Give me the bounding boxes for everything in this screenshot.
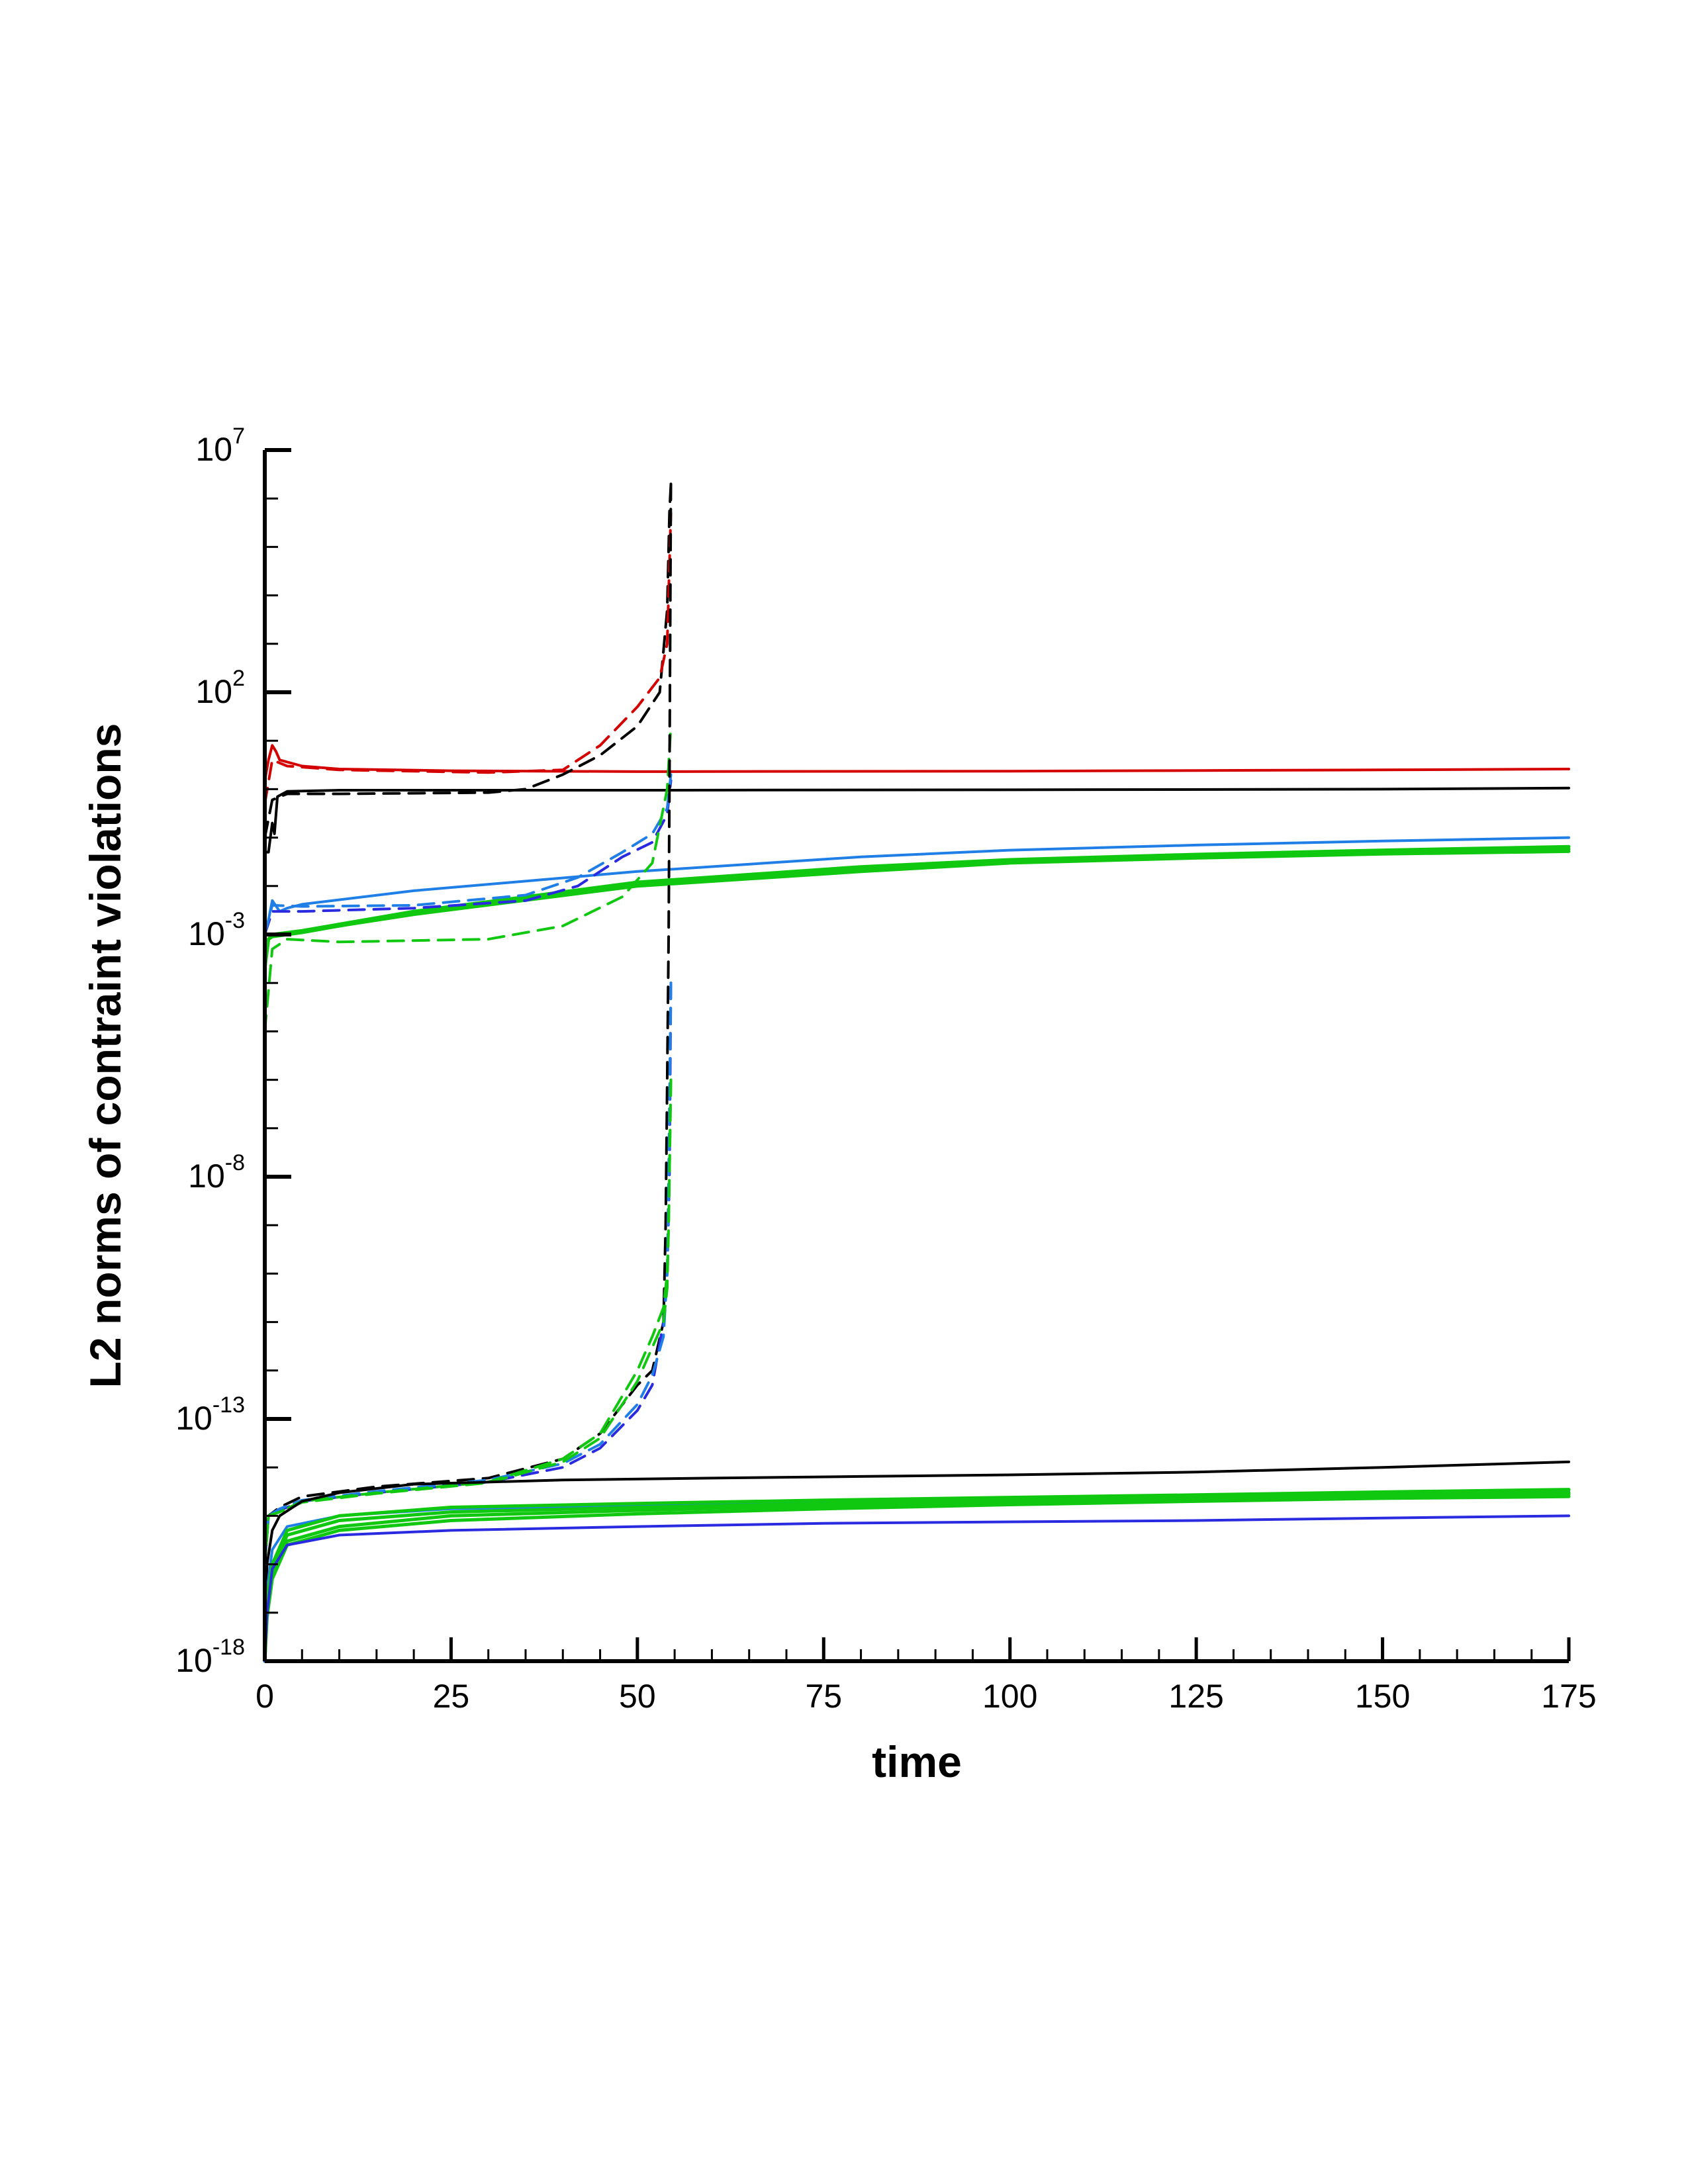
y-ticks: 10-18 10-13 10-8 10-3 102 107 bbox=[175, 424, 291, 1679]
x-tick-label: 50 bbox=[619, 1678, 656, 1715]
x-axis-title: time bbox=[872, 1737, 962, 1786]
series-line-green-dashed-14 bbox=[263, 1078, 673, 1566]
series-line-red-dashed-7 bbox=[263, 512, 673, 805]
series-line-lightblue-dashed-13 bbox=[263, 981, 673, 1566]
axes bbox=[263, 450, 1569, 1663]
y-axis-title: L2 norms of contraint violations bbox=[81, 723, 130, 1388]
series-line-blue-dashed-12 bbox=[263, 981, 673, 1566]
series-line-blue-solid-22 bbox=[263, 1514, 1570, 1662]
y-tick-label: 10-18 bbox=[175, 1635, 245, 1679]
x-tick-label: 25 bbox=[433, 1678, 470, 1715]
x-tick-label: 125 bbox=[1168, 1678, 1223, 1715]
series-line-red-solid-0 bbox=[263, 744, 1570, 782]
y-tick-label: 10-8 bbox=[188, 1150, 245, 1195]
series-line-black-dashed-11 bbox=[263, 482, 673, 1566]
series-line-green-dashed-15 bbox=[263, 1078, 673, 1566]
series-line-black-dashed-6 bbox=[263, 482, 673, 839]
series-line-green-solid-5 bbox=[263, 849, 1571, 970]
y-tick-label: 107 bbox=[195, 424, 245, 468]
y-tick-label: 10-13 bbox=[175, 1392, 245, 1437]
x-tick-label: 175 bbox=[1541, 1678, 1596, 1715]
x-tick-label: 75 bbox=[805, 1678, 842, 1715]
series-line-blue-dashed-8 bbox=[263, 779, 673, 936]
x-tick-label: 0 bbox=[256, 1678, 274, 1715]
series-line-lightblue-solid-2 bbox=[267, 836, 1570, 921]
series-line-black-solid-16 bbox=[263, 1460, 1570, 1662]
x-tick-label: 100 bbox=[982, 1678, 1037, 1715]
x-ticks: 0 25 50 75 100 125 150 175 bbox=[256, 1637, 1597, 1715]
x-tick-label: 150 bbox=[1355, 1678, 1410, 1715]
y-tick-label: 102 bbox=[195, 666, 245, 710]
series-line-green-dashed-10 bbox=[263, 725, 673, 1033]
series-line-black-solid-1 bbox=[263, 786, 1570, 854]
y-tick-label: 10-3 bbox=[188, 908, 245, 952]
plot-series bbox=[263, 482, 1571, 1663]
